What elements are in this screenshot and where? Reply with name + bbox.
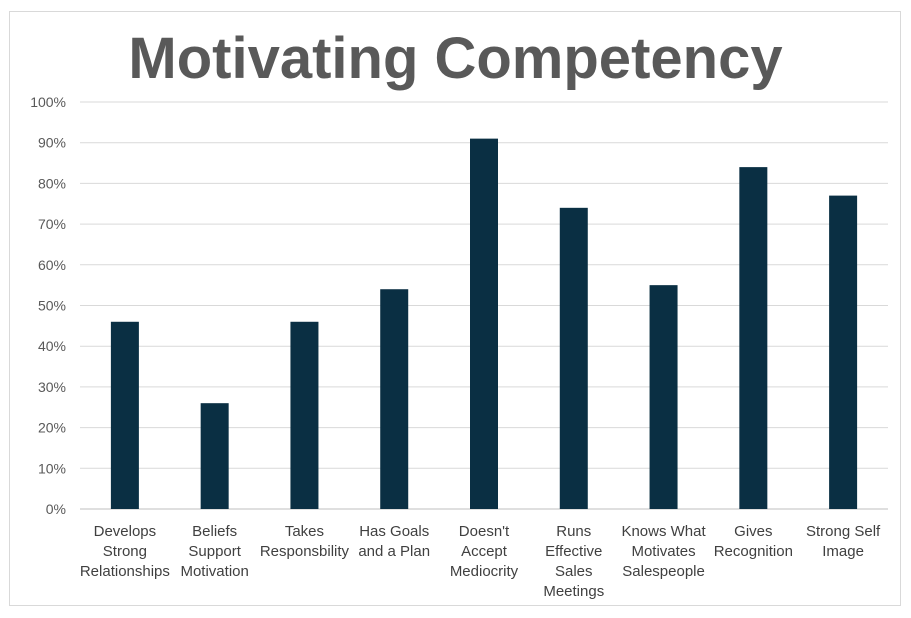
x-tick-label: Beliefs Support Motivation (180, 523, 248, 580)
y-tick-label: 60% (38, 257, 66, 273)
y-tick-label: 10% (38, 460, 66, 476)
x-tick-label: Develops Strong Relationships (80, 523, 170, 580)
bar (739, 167, 768, 509)
y-axis-ticks: 0% 10% 20% 30% 40% 50% 60% 70% 80% 90% 100% (30, 94, 66, 517)
x-tick-label: Gives Recognition (714, 523, 793, 560)
bar (559, 207, 588, 509)
bar (290, 321, 319, 509)
bars (110, 138, 858, 510)
y-tick-label: 70% (38, 216, 66, 232)
y-tick-label: 100% (30, 94, 66, 110)
x-tick-label: Has Goals and a Plan (358, 523, 430, 560)
chart-title: Motivating Competency (128, 26, 783, 91)
y-tick-label: 20% (38, 420, 66, 436)
bar (200, 403, 229, 509)
y-tick-label: 40% (38, 338, 66, 354)
y-tick-label: 80% (38, 175, 66, 191)
y-tick-label: 50% (38, 298, 66, 314)
x-tick-label: Strong Self Image (806, 523, 881, 560)
x-tick-label: Doesn't Accept Mediocrity (450, 523, 519, 580)
x-tick-label: Runs Effective Sales Meetings (543, 523, 604, 600)
bar (649, 285, 678, 509)
bar (470, 138, 498, 509)
y-tick-label: 30% (38, 379, 66, 395)
bar (110, 321, 139, 509)
y-tick-label: 90% (38, 135, 66, 151)
bar (380, 289, 409, 509)
x-tick-label: Takes Responsbility (260, 523, 350, 560)
y-tick-label: 0% (46, 501, 66, 517)
x-tick-label: Knows What Motivates Salespeople (621, 523, 706, 580)
bar (829, 195, 858, 510)
